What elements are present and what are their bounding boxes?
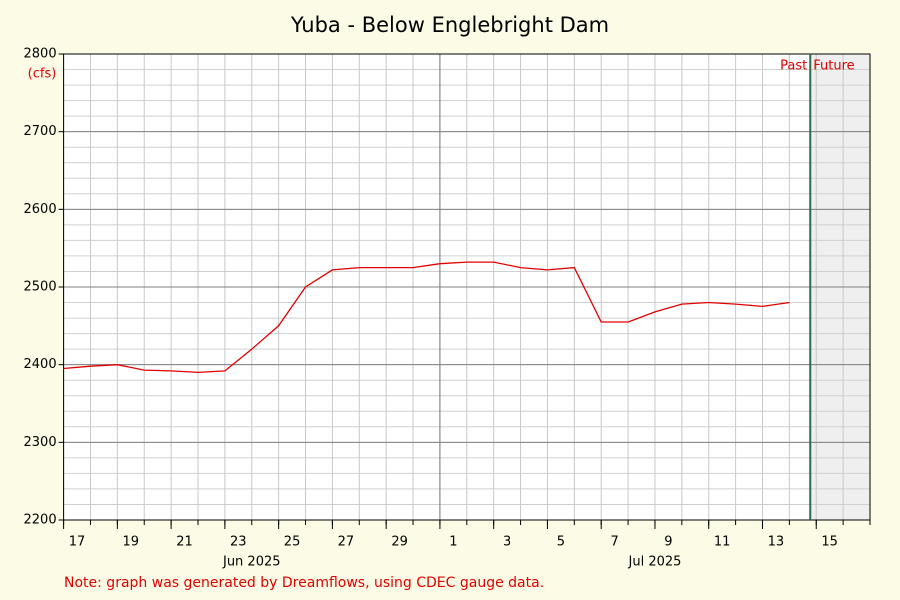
note: Note: graph was generated by Dreamflows,… [64, 575, 544, 591]
x-tick-label: 1 [449, 535, 457, 550]
x-tick-label: 13 [768, 535, 785, 550]
x-tick-label: 9 [664, 535, 672, 550]
y-tick-label: 2700 [24, 124, 57, 139]
x-tick-label: 11 [714, 535, 731, 550]
y-tick-label: 2200 [24, 513, 57, 528]
y-tick-label: 2800 [24, 47, 57, 62]
x-tick-label: 25 [284, 535, 301, 550]
y-tick-label: 2600 [24, 202, 57, 217]
month-label: Jun 2025 [222, 555, 281, 570]
y-tick-label: 2400 [24, 357, 57, 372]
x-tick-label: 21 [176, 535, 193, 550]
flow-line [63, 261, 790, 374]
y-axis-label: (cfs) [28, 67, 57, 82]
x-tick-label: 3 [503, 535, 511, 550]
x-tick-label: 23 [230, 535, 247, 550]
x-tick-label: 29 [391, 535, 408, 550]
y-tick-label: 2500 [24, 280, 57, 295]
chart-title: Yuba - Below Englebright Dam [290, 13, 609, 37]
x-tick-label: 19 [123, 535, 140, 550]
future-label: Future [813, 59, 854, 74]
plot-frame [63, 53, 871, 521]
x-tick-label: 7 [610, 535, 618, 550]
x-tick-label: 17 [69, 535, 86, 550]
y-tick-label: 2300 [24, 435, 57, 450]
x-tick-label: 15 [821, 535, 838, 550]
x-tick-label: 5 [557, 535, 565, 550]
month-label: Jul 2025 [628, 555, 682, 570]
past-label: Past [780, 59, 807, 74]
x-tick-label: 27 [338, 535, 355, 550]
